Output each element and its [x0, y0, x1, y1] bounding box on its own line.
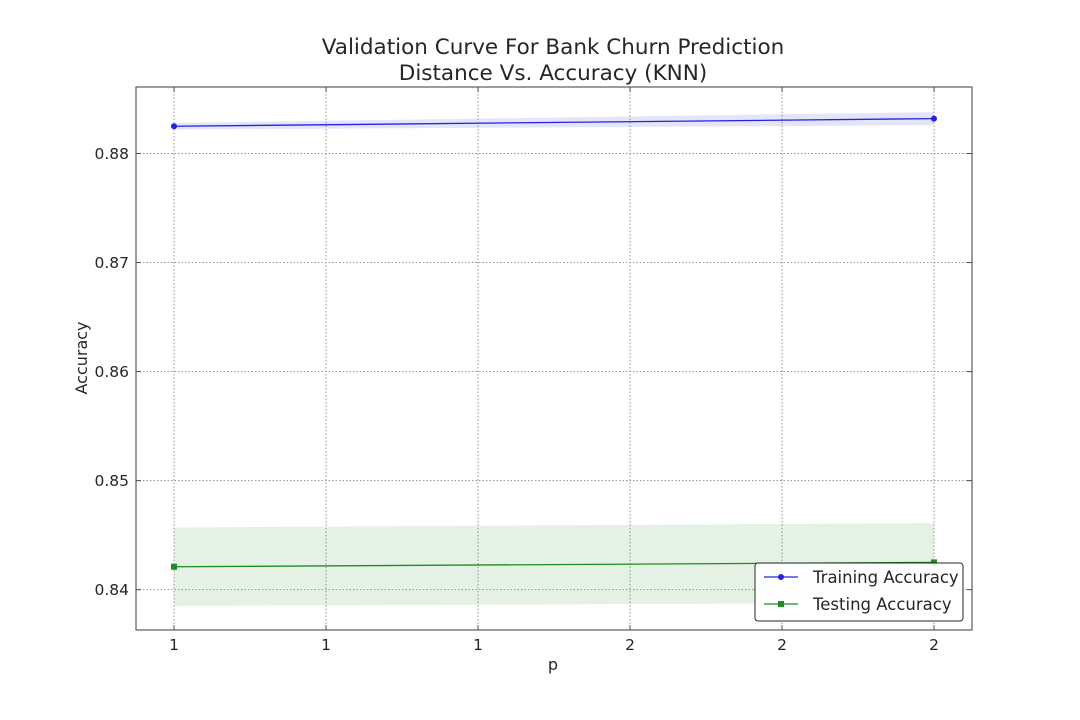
x-tick-label: 1	[473, 636, 483, 654]
testing-accuracy-legend-label: Testing Accuracy	[812, 595, 952, 614]
y-axis-label: Accuracy	[72, 321, 91, 394]
testing-accuracy-point	[171, 563, 177, 570]
training-accuracy-legend-marker	[778, 574, 784, 580]
legend: Training Accuracy Testing Accuracy	[754, 562, 964, 622]
training-accuracy-legend-label: Training Accuracy	[812, 568, 959, 587]
series-lines	[171, 115, 937, 570]
testing-accuracy-legend-marker	[778, 601, 784, 607]
training-accuracy-band	[174, 112, 934, 130]
x-tick-label: 1	[169, 636, 179, 654]
confidence-bands	[174, 112, 934, 607]
y-tick-label: 0.84	[94, 581, 129, 599]
axis-ticks: 1 1 1 2 2 2 0.84 0.85 0.86 0.87 0.88	[94, 87, 972, 654]
x-tick-label: 2	[625, 636, 635, 654]
y-tick-label: 0.87	[94, 254, 129, 272]
training-accuracy-point	[931, 115, 937, 122]
plot-frame	[135, 86, 973, 631]
chart-subtitle: Distance Vs. Accuracy (KNN)	[399, 61, 707, 86]
x-axis-label: p	[548, 655, 558, 674]
x-tick-label: 2	[929, 636, 939, 654]
x-tick-label: 1	[321, 636, 331, 654]
training-accuracy-point	[171, 123, 177, 130]
testing-accuracy-point	[931, 559, 937, 566]
chart-title: Validation Curve For Bank Churn Predicti…	[322, 35, 785, 60]
y-tick-label: 0.85	[94, 472, 129, 490]
y-tick-label: 0.86	[94, 363, 129, 381]
x-tick-label: 2	[777, 636, 787, 654]
training-accuracy-line	[173, 117, 935, 127]
y-tick-label: 0.88	[94, 145, 129, 163]
legend-box	[754, 562, 964, 622]
